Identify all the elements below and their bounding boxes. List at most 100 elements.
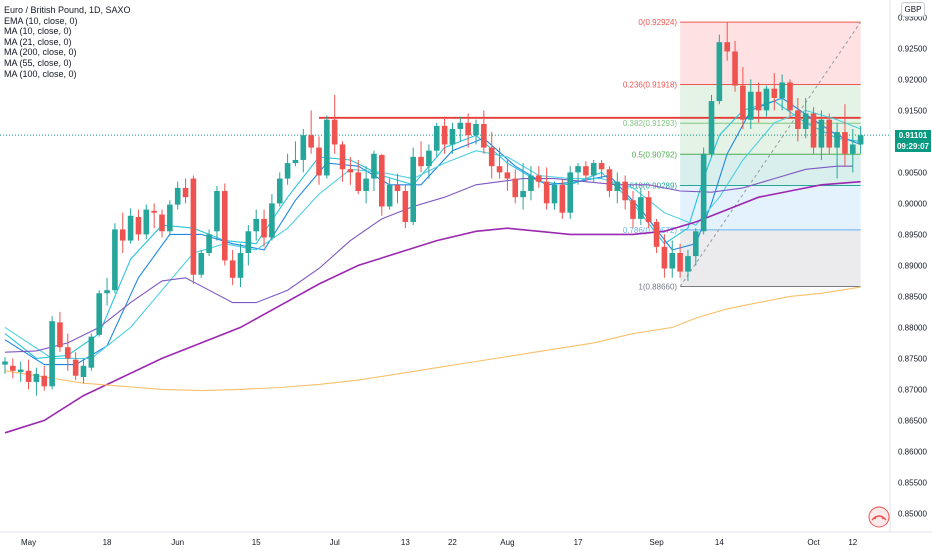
fib-zone-0.786 [680,229,861,287]
candle [473,119,479,145]
candle [25,359,32,390]
legend-item-ma55[interactable]: MA (55, close, 0) [4,57,72,68]
candle-body [2,361,8,365]
candle [88,333,95,371]
candle-body [237,252,244,278]
candle-body [638,197,644,219]
tradingview-logo-icon[interactable] [866,506,892,528]
candle [33,367,40,396]
candle-body [284,163,291,179]
time-tick-label: Jul [330,538,340,547]
candle-body [135,217,142,235]
candle-body [276,178,283,204]
candle [755,82,762,123]
legend-item-ma100[interactable]: MA (100, close, 0) [4,68,77,79]
legend-item-ma200[interactable]: MA (200, close, 0) [4,47,77,58]
candle [331,94,338,154]
candle [826,113,833,154]
candle-body [433,125,440,151]
price-tick-label: 0.86000 [898,447,927,456]
candle [449,122,456,154]
candle-body [331,119,338,145]
candle [583,161,589,182]
candle [347,156,354,185]
candle [159,209,165,238]
time-tick-label: Sep [649,538,664,547]
price-tick-label: 0.88500 [898,292,927,301]
legend-item-ema10[interactable]: EMA (10, close, 0) [4,15,78,26]
candle-body [316,147,322,176]
candle [433,122,440,157]
candle [237,243,244,288]
time-axis[interactable]: May 18 Jun 15 Jul 13 22 Aug 17 Sep 14 Oct 12 [0,531,932,547]
currency-label[interactable]: GBP [901,2,925,17]
candle-body [49,321,55,387]
legend-title[interactable]: Euro / British Pound, 1D, SAXO [4,5,131,15]
candle-body [127,215,134,241]
price-tick-label: 0.85000 [898,509,927,518]
candle-body [504,172,511,179]
candle [206,229,212,257]
candle-body [716,42,723,102]
candle [677,243,683,278]
ma-line-2 [4,109,861,359]
candle [598,159,605,179]
candle [394,173,401,204]
candle [104,277,110,306]
legend-item-ma10[interactable]: MA (10, close, 0) [4,26,72,37]
candle [410,147,416,226]
candle [17,361,24,382]
candle [284,153,291,185]
candle-body [347,169,354,173]
fib-trend-line [679,21,862,287]
candle [198,249,205,278]
ma-line-4 [4,180,861,434]
candle [324,115,330,179]
candle [802,97,809,139]
time-tick-label: Jun [171,538,184,547]
candle [214,186,220,241]
candle-body [17,369,24,373]
candle-body [151,210,157,213]
candle-body [645,197,652,222]
candle [700,147,707,235]
candle [857,125,864,154]
candle [182,178,189,204]
candle-body [826,119,833,148]
candle [276,172,283,207]
candle-body [661,246,668,269]
candle [57,311,63,353]
candle [559,179,566,219]
candle [339,141,346,182]
moving-averages [4,97,861,434]
candle-body [371,153,377,179]
candle [143,204,150,240]
candle-body [143,209,150,235]
candle [190,175,197,284]
fib-label-0.5: 0.5(0.90792) [632,150,678,159]
last-price-tag: 0.91101 [895,129,931,141]
legend-item-ma21[interactable]: MA (21, close, 0) [4,36,72,47]
candle-body [779,82,785,98]
ma-line-0 [4,100,861,359]
candle [622,175,628,210]
candle-body [300,135,307,160]
candle-body [339,144,346,170]
candle [661,234,668,278]
candle [72,352,79,381]
candle-body [57,322,63,348]
candle [49,316,55,390]
price-tick-label: 0.87000 [898,385,927,394]
candle-body [818,119,825,148]
candle-body [269,203,275,238]
candle-body [119,229,126,241]
candle-body [488,147,495,167]
candle-body [229,260,236,278]
candle-body [543,181,550,204]
candle-body [755,91,762,111]
price-axis[interactable]: 0.930000.925000.920000.915000.910000.905… [889,0,927,532]
fib-label-0.618: 0.618(0.90289) [623,181,678,190]
candle [708,94,715,157]
candle-body [253,218,259,232]
